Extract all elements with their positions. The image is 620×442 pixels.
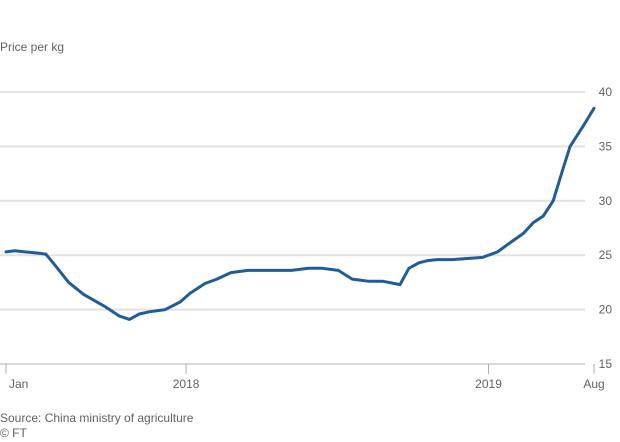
x-tick-label: 2018: [173, 377, 200, 391]
price-series-line: [4, 106, 596, 321]
y-tick-label: 30: [599, 194, 613, 208]
copyright-line: © FT: [0, 426, 27, 440]
y-tick-label: 25: [599, 248, 613, 262]
y-tick-label: 40: [599, 85, 613, 99]
y-axis-title: Price per kg: [0, 40, 65, 54]
x-tick-label: 2019: [475, 377, 502, 391]
y-tick-label: 35: [599, 139, 613, 153]
source-note: Source: China ministry of agriculture © …: [0, 411, 193, 441]
y-tick-label: 15: [599, 357, 613, 371]
x-tick-label: Jan: [9, 377, 28, 391]
source-line: Source: China ministry of agriculture: [0, 411, 194, 425]
x-tick-label: Aug: [583, 377, 604, 391]
y-tick-label: 20: [599, 303, 613, 317]
